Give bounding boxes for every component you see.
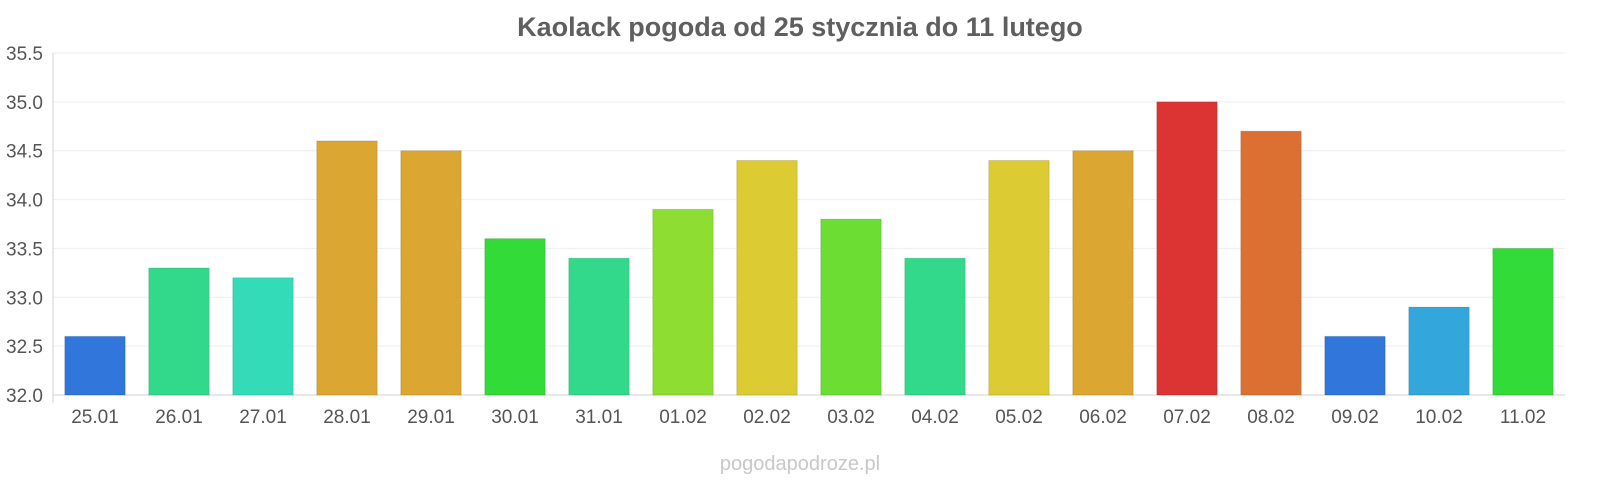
bar[interactable] <box>568 257 630 396</box>
bar[interactable] <box>1156 101 1218 396</box>
bar[interactable] <box>904 257 966 396</box>
y-axis-ticks: 32.0 32.5 33.0 33.5 34.0 34.5 35.0 35.5 <box>6 44 43 407</box>
x-tick-label: 30.01 <box>491 407 539 428</box>
x-tick-label: 03.02 <box>827 407 875 428</box>
y-tick-label: 35.5 <box>6 44 43 65</box>
y-tick-label: 34.5 <box>6 142 43 163</box>
bar[interactable] <box>232 277 294 396</box>
x-tick-label: 25.01 <box>71 407 119 428</box>
bar[interactable] <box>148 267 210 396</box>
bar[interactable] <box>1408 306 1470 396</box>
x-tick-label: 11.02 <box>1500 407 1546 428</box>
x-tick-label: 02.02 <box>743 407 791 428</box>
x-tick-label: 09.02 <box>1331 407 1379 428</box>
x-tick-label: 29.01 <box>407 407 455 428</box>
x-tick-label: 01.02 <box>659 407 707 428</box>
bar[interactable] <box>820 218 882 396</box>
x-tick-label: 07.02 <box>1163 407 1211 428</box>
x-axis-ticks: 25.01 26.01 27.01 28.01 29.01 30.01 31.01 01.02… <box>71 407 1546 428</box>
chart-title: Kaolack pogoda od 25 stycznia do 11 lute… <box>517 12 1083 42</box>
x-tick-label: 06.02 <box>1079 407 1127 428</box>
watermark: pogodapodroze.pl <box>720 453 880 475</box>
x-tick-label: 26.01 <box>155 407 203 428</box>
bar[interactable] <box>316 140 378 396</box>
y-tick-label: 32.5 <box>6 337 43 358</box>
bar[interactable] <box>652 208 714 396</box>
bar[interactable] <box>400 150 462 396</box>
y-tick-label: 34.0 <box>6 191 43 212</box>
bar[interactable] <box>1072 150 1134 396</box>
x-tick-label: 10.02 <box>1415 407 1463 428</box>
x-tick-label: 31.01 <box>575 407 623 428</box>
bar[interactable] <box>988 159 1050 396</box>
x-tick-label: 08.02 <box>1247 407 1295 428</box>
y-tick-label: 33.5 <box>6 239 43 260</box>
x-tick-label: 04.02 <box>911 407 959 428</box>
bar[interactable] <box>1492 247 1554 396</box>
x-tick-label: 05.02 <box>995 407 1043 428</box>
bar[interactable] <box>484 238 546 396</box>
y-tick-label: 35.0 <box>6 93 43 114</box>
x-tick-label: 27.01 <box>239 407 287 428</box>
y-tick-label: 32.0 <box>6 386 43 407</box>
x-tick-label: 28.01 <box>323 407 371 428</box>
bar-layer <box>64 101 1554 396</box>
y-tick-label: 33.0 <box>6 288 43 309</box>
bar[interactable] <box>64 335 126 396</box>
bar[interactable] <box>736 159 798 396</box>
bar[interactable] <box>1324 335 1386 396</box>
grid-layer <box>52 52 1565 403</box>
bar[interactable] <box>1240 130 1302 396</box>
